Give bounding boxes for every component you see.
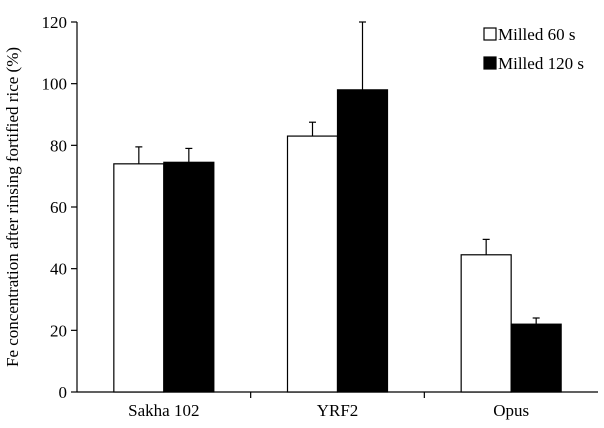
y-tick-label: 20	[50, 321, 67, 340]
y-tick-label: 80	[50, 136, 67, 155]
x-tick-label: Sakha 102	[128, 401, 199, 420]
y-tick-label: 40	[50, 260, 67, 279]
y-tick-label: 0	[59, 383, 68, 402]
bar	[336, 89, 389, 393]
y-tick-label: 100	[42, 75, 68, 94]
legend-swatch	[483, 27, 497, 41]
y-tick-label: 120	[42, 13, 68, 32]
bar	[286, 135, 339, 393]
legend-swatch	[483, 56, 497, 70]
x-tick-label: Opus	[493, 401, 529, 420]
y-tick-label: 60	[50, 198, 67, 217]
x-tick-label: YRF2	[317, 401, 359, 420]
bar	[460, 254, 512, 393]
bar	[113, 163, 165, 393]
legend-label: Milled 60 s	[498, 25, 575, 44]
legend-label: Milled 120 s	[498, 54, 584, 73]
y-axis-title: Fe concentration after rinsing fortified…	[3, 47, 22, 367]
bar	[510, 323, 562, 393]
bar	[163, 161, 215, 393]
